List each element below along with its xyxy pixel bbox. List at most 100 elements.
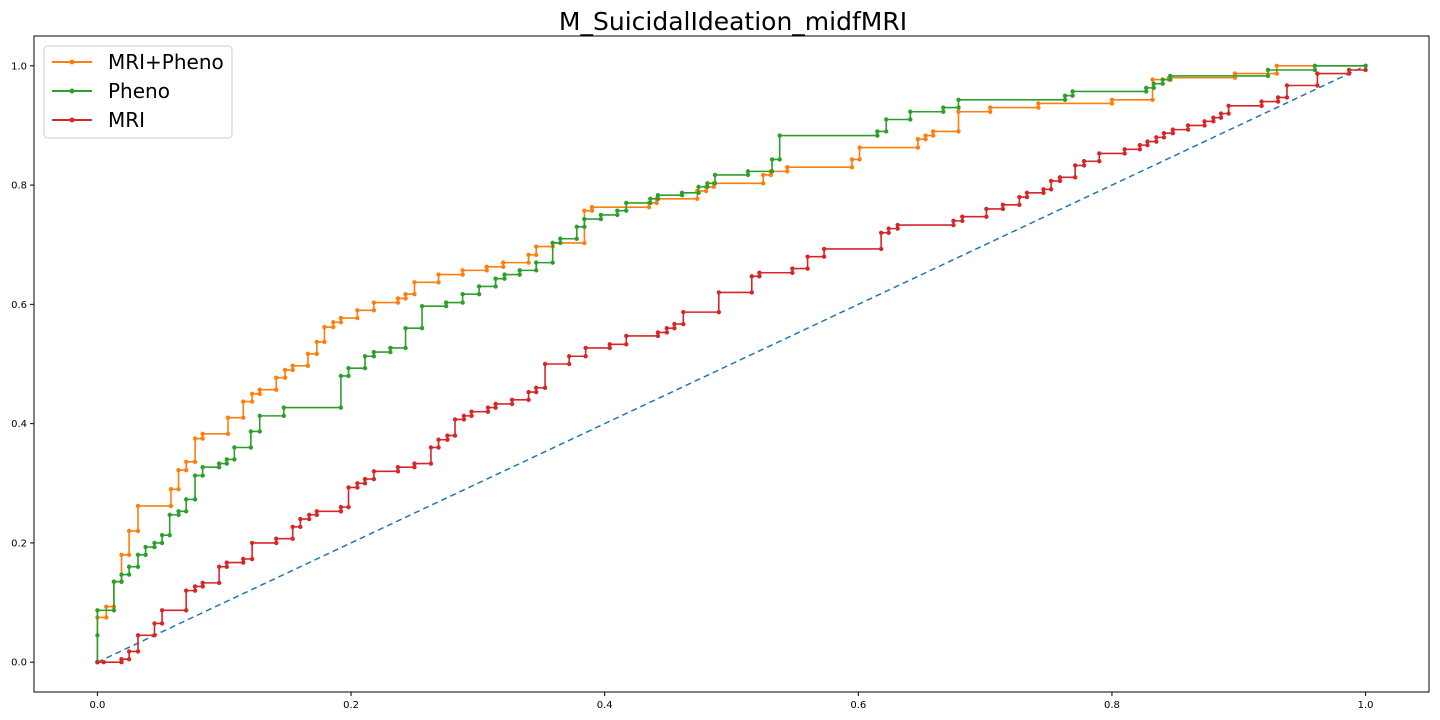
data-point-mri: [960, 218, 965, 224]
series-layer: [95, 63, 1368, 665]
data-point-mri-pheno: [1109, 101, 1115, 106]
data-point-mri: [1041, 190, 1046, 196]
data-point-mri: [119, 657, 124, 662]
data-point-mri-pheno: [412, 280, 417, 285]
data-point-mri-pheno: [395, 300, 401, 305]
data-point-mri: [534, 389, 539, 395]
data-point-pheno: [1144, 85, 1149, 91]
data-point-pheno: [152, 544, 157, 550]
data-point-mri: [790, 270, 795, 275]
data-point-pheno: [126, 564, 132, 569]
data-point-mri-pheno: [849, 157, 855, 162]
data-point-mri: [461, 417, 467, 422]
data-point-mri: [298, 516, 303, 522]
data-point-pheno: [558, 236, 563, 241]
data-point-mri: [1211, 115, 1216, 120]
data-point-mri: [338, 504, 344, 510]
data-point-mri: [583, 354, 588, 359]
data-point-mri: [1017, 202, 1022, 207]
data-point-pheno: [1070, 93, 1075, 98]
data-point-pheno: [582, 216, 587, 222]
data-point-mri-pheno: [274, 375, 279, 380]
data-point-mri: [152, 633, 157, 638]
data-point-mri: [878, 230, 884, 235]
data-point-pheno: [1363, 63, 1368, 69]
data-point-pheno: [362, 354, 368, 359]
data-point-pheno: [956, 97, 961, 103]
data-point-mri: [355, 481, 360, 486]
data-point-mri: [183, 608, 189, 613]
data-point-mri-pheno: [761, 181, 766, 186]
data-point-mri-pheno: [589, 208, 595, 213]
legend-label: MRI: [108, 108, 145, 132]
data-point-pheno: [908, 117, 913, 122]
data-point-mri: [1137, 147, 1143, 152]
data-point-mri: [664, 330, 670, 335]
data-point-mri: [895, 222, 900, 228]
data-point-mri: [452, 433, 458, 438]
data-point-pheno: [517, 272, 522, 277]
data-point-mri: [485, 409, 491, 414]
data-point-mri: [216, 580, 222, 586]
data-point-mri: [1259, 103, 1264, 108]
data-point-mri-pheno: [274, 387, 279, 392]
data-point-pheno: [1312, 63, 1318, 69]
data-point-mri-pheno: [176, 487, 181, 492]
data-point-mri: [307, 516, 312, 522]
data-point-pheno: [403, 326, 408, 331]
data-point-mri: [1122, 151, 1127, 156]
data-point-pheno: [1265, 73, 1271, 79]
data-point-pheno: [908, 109, 913, 114]
chance-diagonal-line: [97, 65, 1366, 663]
data-point-mri: [1072, 175, 1078, 180]
data-point-mri: [1275, 99, 1281, 104]
data-point-mri: [135, 633, 141, 638]
data-point-mri: [664, 326, 670, 331]
data-point-mri: [1170, 127, 1176, 132]
data-point-mri: [1097, 151, 1102, 156]
data-point-mri: [1185, 123, 1191, 128]
data-point-mri-pheno: [923, 136, 928, 142]
data-point-mri: [509, 401, 515, 407]
data-point-pheno: [388, 345, 393, 351]
data-point-mri-pheno: [785, 169, 790, 174]
data-point-pheno: [655, 193, 661, 198]
data-point-mri: [493, 401, 498, 407]
data-point-mri: [135, 649, 141, 654]
data-point-pheno: [1160, 77, 1165, 82]
data-point-mri-pheno: [484, 264, 489, 269]
data-point-pheno: [176, 509, 181, 514]
data-point-pheno: [176, 512, 181, 518]
data-point-mri: [886, 230, 891, 235]
data-point-pheno: [696, 184, 701, 190]
data-point-mri-pheno: [436, 272, 441, 277]
data-point-mri: [224, 564, 229, 569]
data-point-pheno: [443, 300, 449, 305]
data-point-pheno: [696, 190, 701, 196]
data-point-mri-pheno: [126, 528, 132, 534]
data-point-mri: [1202, 123, 1207, 128]
data-point-pheno: [443, 303, 449, 309]
data-point-mri-pheno: [282, 375, 288, 380]
data-point-mri: [749, 290, 754, 295]
data-point-pheno: [143, 544, 148, 550]
data-point-mri-pheno: [1232, 71, 1238, 76]
data-point-mri-pheno: [412, 292, 417, 297]
data-point-mri: [655, 333, 661, 339]
data-point-mri: [821, 254, 827, 259]
data-point-mri-pheno: [930, 133, 936, 138]
data-point-pheno: [346, 373, 351, 379]
data-point-pheno: [403, 345, 408, 351]
data-point-pheno: [224, 461, 229, 466]
data-point-mri: [241, 560, 246, 565]
data-point-mri-pheno: [257, 391, 262, 397]
data-point-mri-pheno: [104, 604, 109, 609]
legend-item-pheno: Pheno: [52, 79, 170, 103]
data-point-mri-pheno: [331, 324, 336, 330]
data-point-pheno: [615, 208, 620, 213]
data-point-mri: [1170, 131, 1176, 136]
data-point-mri: [526, 397, 531, 402]
data-point-pheno: [192, 497, 198, 502]
legend-swatch-marker: [69, 117, 75, 123]
data-point-mri-pheno: [192, 459, 198, 464]
